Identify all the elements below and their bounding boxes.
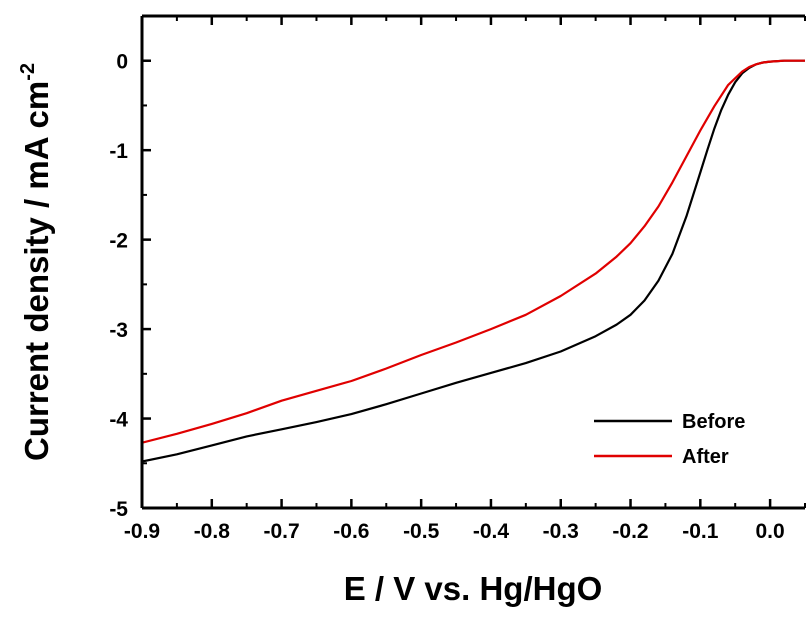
x-tick-label: -0.2 [612, 520, 648, 543]
y-tick-label: -3 [109, 319, 128, 342]
x-tick-label: -0.4 [473, 520, 510, 543]
legend-label-after: After [682, 446, 729, 468]
y-tick-label: 0 [116, 51, 128, 74]
x-tick-label: 0.0 [756, 520, 785, 543]
series-line-after [142, 59, 805, 444]
legend: Before After [594, 411, 745, 468]
x-tick-label: -0.6 [333, 520, 369, 543]
axes-layer: -0.9 -0.8 -0.7 -0.6 -0.5 -0.4 -0.3 -0.2 -0.1 0.0 -… [109, 14, 806, 543]
x-tick-label: -0.8 [194, 520, 231, 543]
y-tick-label: -1 [109, 140, 128, 163]
y-tick-label: -2 [109, 230, 128, 253]
series-layer [142, 59, 805, 463]
y-tick-label: -4 [109, 409, 128, 432]
x-tick-label: -0.7 [263, 520, 299, 543]
x-axis-title: E / V vs. Hg/HgO [344, 570, 603, 607]
x-tick-label: -0.5 [403, 520, 440, 543]
x-tick-label: -0.3 [543, 520, 579, 543]
y-axis-title-superscript: -2 [17, 63, 39, 81]
y-tick-label: -5 [109, 498, 128, 521]
y-axis-title-main: Current density / mA cm [18, 81, 55, 461]
legend-label-before: Before [682, 411, 745, 433]
x-tick-label: -0.9 [124, 520, 160, 543]
y-axis-title: Current density / mA cm-2 [17, 63, 55, 461]
x-tick-label: -0.1 [682, 520, 719, 543]
